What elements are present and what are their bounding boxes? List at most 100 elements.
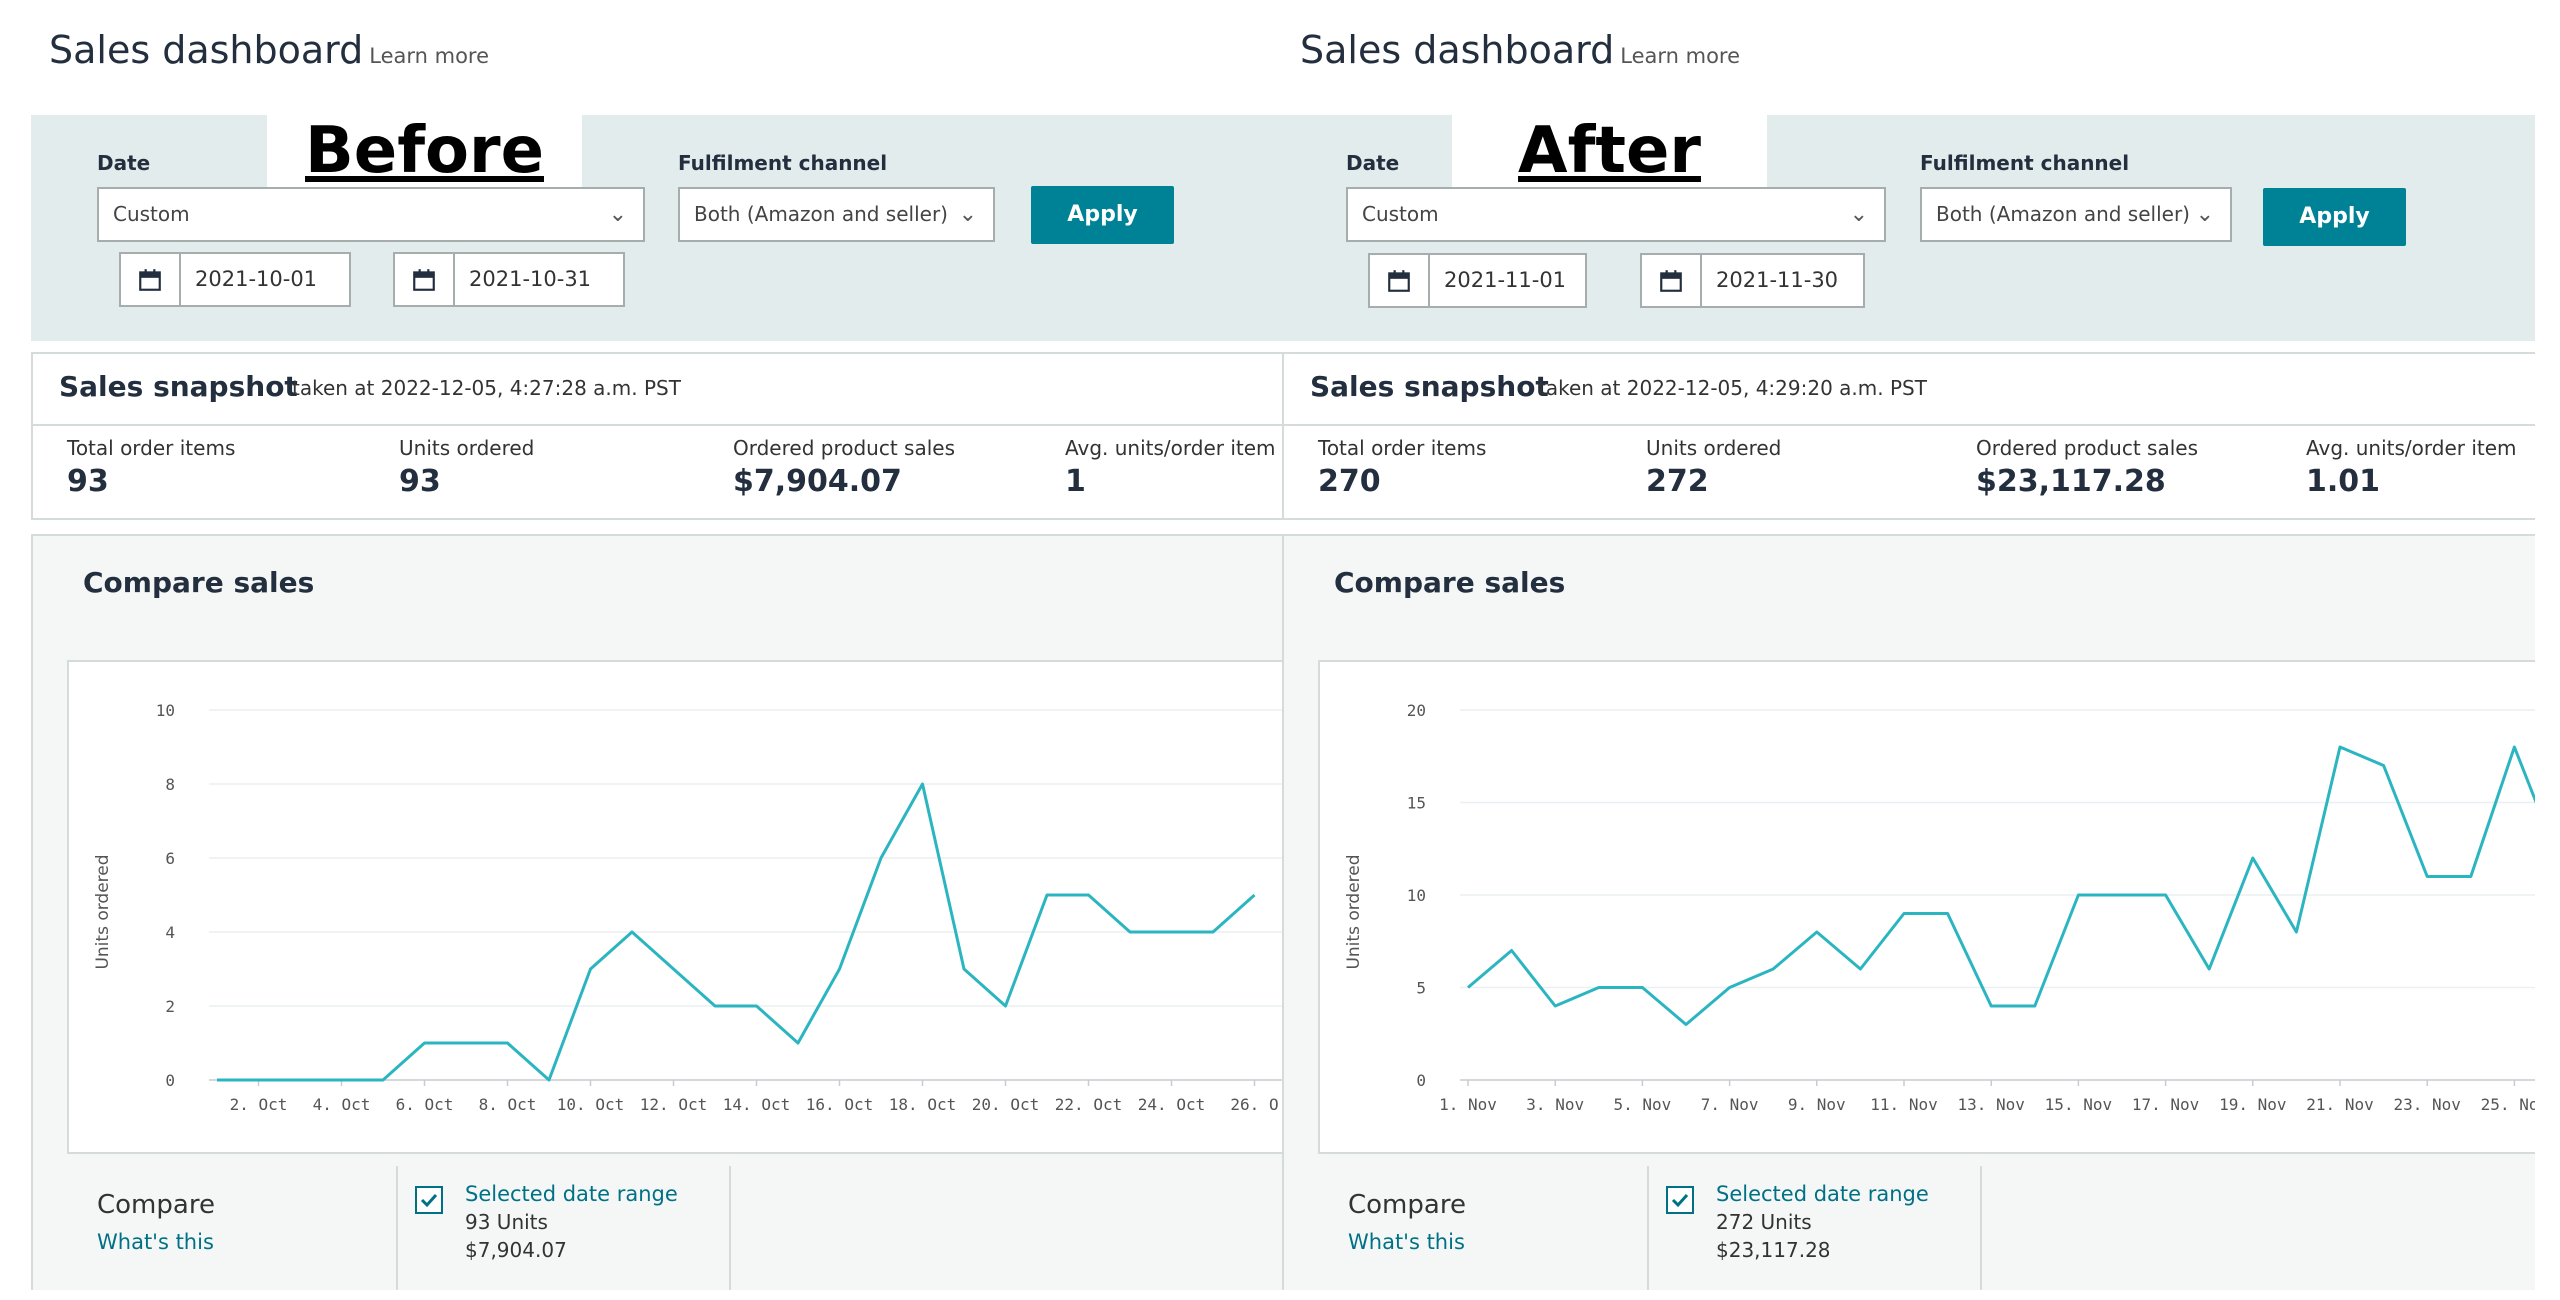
metric-value: 93: [399, 464, 441, 499]
metric-value: $23,117.28: [1976, 464, 2166, 499]
date-range-select-value: Custom: [113, 202, 190, 226]
compare-footer: Compare What's this Selected date range …: [1284, 1166, 2535, 1290]
y-axis-label: Units ordered: [93, 854, 113, 970]
y-tick-label: 0: [1416, 1071, 1426, 1090]
x-tick-label: 7. Nov: [1701, 1095, 1759, 1114]
metric-value: 93: [67, 464, 109, 499]
compare-label: Compare: [1348, 1190, 1466, 1220]
y-tick-label: 4: [165, 923, 175, 942]
y-tick-label: 15: [1407, 794, 1426, 813]
selected-sales: $23,117.28: [1716, 1238, 1831, 1262]
x-tick-label: 11. Nov: [1870, 1095, 1937, 1114]
metric-total-order-items: Total order items 270: [1318, 436, 1486, 499]
fulfilment-channel-label: Fulfilment channel: [678, 151, 888, 175]
sales-metrics: Total order items 93 Units ordered 93 Or…: [31, 424, 1284, 520]
check-icon: [1671, 1193, 1689, 1208]
metric-units-ordered: Units ordered 93: [399, 436, 534, 499]
compare-sales-title: Compare sales: [83, 566, 315, 599]
dashboard-panel-after: Sales dashboard Learn more After Date Cus…: [1282, 0, 2535, 1290]
metric-units-ordered: Units ordered 272: [1646, 436, 1781, 499]
chart-svg: 0 2 4 6 8 10 2. Oct 4. Oct 6. Oct 8. Oct 10. Oct 12…: [156, 701, 1284, 1114]
x-tick-label: 23. Nov: [2393, 1095, 2460, 1114]
sales-snapshot-title: Sales snapshot: [1310, 370, 1549, 403]
selected-range-label[interactable]: Selected date range: [1716, 1182, 1929, 1206]
units-ordered-chart: 0 5 10 15 20 1. Nov 3. Nov 5. Nov 7. Nov 9. Nov 11…: [1318, 660, 2535, 1154]
x-tick-label: 22. Oct: [1055, 1095, 1122, 1114]
x-tick-label: 4. Oct: [313, 1095, 371, 1114]
start-date-field[interactable]: 2021-10-01: [119, 252, 351, 307]
x-tick-label: 12. Oct: [640, 1095, 707, 1114]
compare-sales-title: Compare sales: [1334, 566, 1566, 599]
calendar-icon[interactable]: [1370, 255, 1430, 306]
page-title-text: Sales dashboard: [1300, 28, 1615, 72]
x-tick-label: 5. Nov: [1614, 1095, 1672, 1114]
units-ordered-chart: 0 2 4 6 8 10 2. Oct 4. Oct 6. Oct 8. Oct 10. Oct 12…: [67, 660, 1284, 1154]
compare-sales-section: Compare sales 0 5 10 15 20 1. Nov 3. Nov 5. Nov…: [1282, 534, 2535, 1290]
end-date-field[interactable]: 2021-11-30: [1640, 253, 1865, 308]
end-date-value: 2021-11-30: [1716, 268, 1839, 292]
whats-this-link[interactable]: What's this: [97, 1230, 214, 1254]
calendar-icon[interactable]: [395, 254, 455, 305]
metric-label: Units ordered: [1646, 436, 1782, 460]
x-tick-label: 17. Nov: [2132, 1095, 2199, 1114]
metric-value: 1.01: [2306, 464, 2381, 499]
metric-label: Total order items: [67, 436, 236, 460]
divider: [396, 1166, 398, 1290]
date-range-select[interactable]: Custom ⌄: [97, 187, 645, 242]
x-tick-label: 6. Oct: [396, 1095, 454, 1114]
learn-more-link[interactable]: Learn more: [369, 44, 490, 68]
selected-sales: $7,904.07: [465, 1238, 567, 1262]
calendar-icon[interactable]: [121, 254, 181, 305]
start-date-value: 2021-10-01: [195, 267, 318, 291]
x-tick-label: 25. Nov: [2481, 1095, 2535, 1114]
date-range-select[interactable]: Custom ⌄: [1346, 187, 1886, 242]
metric-value: $7,904.07: [733, 464, 902, 499]
x-tick-label: 13. Nov: [1957, 1095, 2024, 1114]
y-axis-label-wrap: Units ordered: [83, 812, 123, 1012]
metric-value: 272: [1646, 464, 1709, 499]
apply-button[interactable]: Apply: [1031, 186, 1174, 244]
chevron-down-icon: ⌄: [958, 202, 977, 227]
metric-label: Total order items: [1318, 436, 1487, 460]
filter-bar: Before Date Custom ⌄ Fulfilment channel …: [31, 115, 1284, 341]
metric-ordered-product-sales: Ordered product sales $23,117.28: [1976, 436, 2198, 499]
calendar-icon[interactable]: [1642, 255, 1702, 306]
dashboard-panel-before: Sales dashboard Learn more Before Date Cu…: [31, 0, 1284, 1290]
apply-button[interactable]: Apply: [2263, 188, 2406, 246]
fulfilment-channel-select[interactable]: Both (Amazon and seller) ⌄: [1920, 187, 2232, 242]
date-range-select-value: Custom: [1362, 202, 1439, 226]
x-tick-label: 16. Oct: [806, 1095, 873, 1114]
start-date-field[interactable]: 2021-11-01: [1368, 253, 1587, 308]
fulfilment-channel-value: Both (Amazon and seller): [1936, 202, 2190, 226]
compare-sales-section: Compare sales 0 2 4 6 8 10 2. Oct 4. Oct 6. Oct 8…: [31, 534, 1284, 1290]
divider: [1647, 1166, 1649, 1290]
divider: [729, 1166, 731, 1290]
learn-more-link[interactable]: Learn more: [1620, 44, 1741, 68]
metric-label: Ordered product sales: [733, 436, 955, 460]
chevron-down-icon: ⌄: [2195, 202, 2214, 227]
x-tick-label: 19. Nov: [2219, 1095, 2286, 1114]
x-tick-label: 21. Nov: [2306, 1095, 2373, 1114]
compare-footer: Compare What's this Selected date range …: [33, 1166, 1284, 1290]
selected-range-checkbox[interactable]: [1666, 1186, 1694, 1214]
fulfilment-channel-select[interactable]: Both (Amazon and seller) ⌄: [678, 187, 995, 242]
x-tick-label: 20. Oct: [972, 1095, 1039, 1114]
selected-range-checkbox[interactable]: [415, 1186, 443, 1214]
metric-label: Avg. units/order item: [1065, 436, 1276, 460]
y-tick-label: 8: [165, 775, 175, 794]
sales-metrics: Total order items 270 Units ordered 272 …: [1282, 424, 2535, 520]
compare-label: Compare: [97, 1190, 215, 1220]
fulfilment-channel-value: Both (Amazon and seller): [694, 202, 948, 226]
metric-ordered-product-sales: Ordered product sales $7,904.07: [733, 436, 955, 499]
series-line: [217, 782, 1256, 1082]
selected-range-label[interactable]: Selected date range: [465, 1182, 678, 1206]
x-tick-label: 26. O: [1230, 1095, 1278, 1114]
y-tick-label: 5: [1416, 979, 1426, 998]
chart-svg: 0 5 10 15 20 1. Nov 3. Nov 5. Nov 7. Nov 9. Nov 11…: [1407, 701, 2535, 1114]
page-title: Sales dashboard Learn more: [49, 28, 489, 72]
end-date-field[interactable]: 2021-10-31: [393, 252, 625, 307]
comparison-tag: Before: [267, 115, 582, 187]
sales-snapshot-header: Sales snapshot taken at 2022-12-05, 4:29…: [1282, 352, 2535, 426]
whats-this-link[interactable]: What's this: [1348, 1230, 1465, 1254]
x-tick-label: 14. Oct: [723, 1095, 790, 1114]
